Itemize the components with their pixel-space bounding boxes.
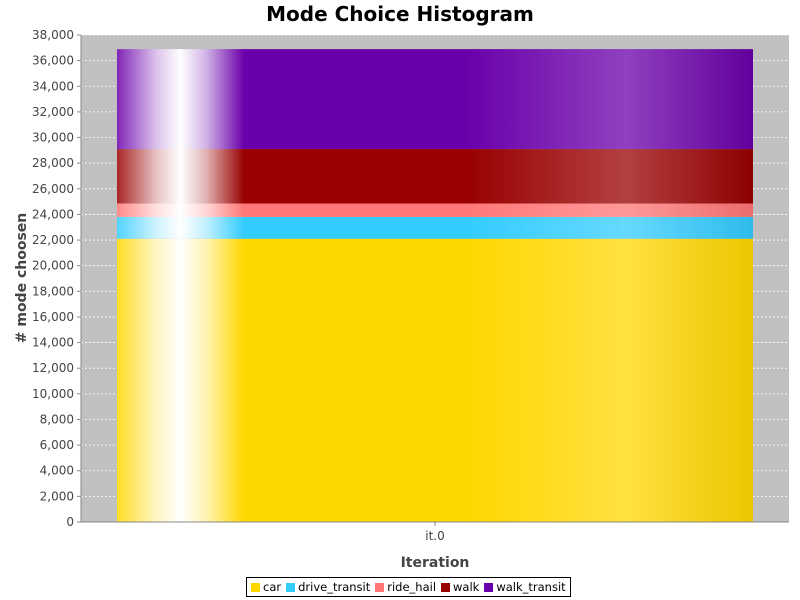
y-tick-label: 20,000 <box>32 259 74 273</box>
legend-label: walk <box>453 580 480 594</box>
y-tick-label: 14,000 <box>32 336 74 350</box>
legend-item-car: car <box>251 580 281 594</box>
legend-label: drive_transit <box>298 580 371 594</box>
y-tick-label: 28,000 <box>32 156 74 170</box>
x-ticks: it.0 <box>425 522 445 543</box>
bar-segment-walk <box>117 149 753 204</box>
y-tick-label: 16,000 <box>32 310 74 324</box>
legend-swatch <box>286 582 296 592</box>
y-tick-label: 34,000 <box>32 79 74 93</box>
y-tick-label: 36,000 <box>32 54 74 68</box>
y-tick-label: 8,000 <box>40 412 74 426</box>
y-tick-label: 32,000 <box>32 105 74 119</box>
y-tick-label: 26,000 <box>32 182 74 196</box>
legend-swatch <box>441 582 451 592</box>
legend-label: walk_transit <box>496 580 566 594</box>
y-tick-label: 18,000 <box>32 284 74 298</box>
y-tick-label: 12,000 <box>32 361 74 375</box>
y-tick-label: 38,000 <box>32 28 74 42</box>
legend-label: car <box>263 580 282 594</box>
legend-item-walk_transit: walk_transit <box>484 580 566 594</box>
bars <box>117 49 753 522</box>
x-tick-label: it.0 <box>425 529 445 543</box>
chart-title: Mode Choice Histogram <box>266 2 534 26</box>
legend-item-drive_transit: drive_transit <box>286 580 370 594</box>
legend: car drive_transit ride_hail walk walk_transi… <box>246 577 571 597</box>
y-tick-label: 6,000 <box>40 438 74 452</box>
legend-label: ride_hail <box>387 580 437 594</box>
y-tick-label: 2,000 <box>40 489 74 503</box>
bar-segment-ride_hail <box>117 203 753 217</box>
legend-swatch <box>484 582 494 592</box>
y-tick-label: 0 <box>66 515 74 529</box>
y-ticks: 0 2,000 4,000 6,000 8,000 10,000 12,000 14,000 1… <box>32 28 81 529</box>
y-tick-label: 24,000 <box>32 207 74 221</box>
y-tick-label: 30,000 <box>32 131 74 145</box>
y-tick-label: 10,000 <box>32 387 74 401</box>
x-axis-label: Iteration <box>401 555 470 571</box>
legend-swatch <box>251 582 260 592</box>
legend-item-walk: walk <box>441 580 479 594</box>
bar-segment-car <box>117 238 753 522</box>
y-axis-label: # mode choosen <box>14 213 30 344</box>
legend-item-ride_hail: ride_hail <box>375 580 436 594</box>
y-tick-label: 4,000 <box>40 464 74 478</box>
bar-segment-drive_transit <box>117 216 753 239</box>
bar-segment-walk_transit <box>117 49 753 150</box>
legend-swatch <box>375 582 385 592</box>
y-tick-label: 22,000 <box>32 233 74 247</box>
